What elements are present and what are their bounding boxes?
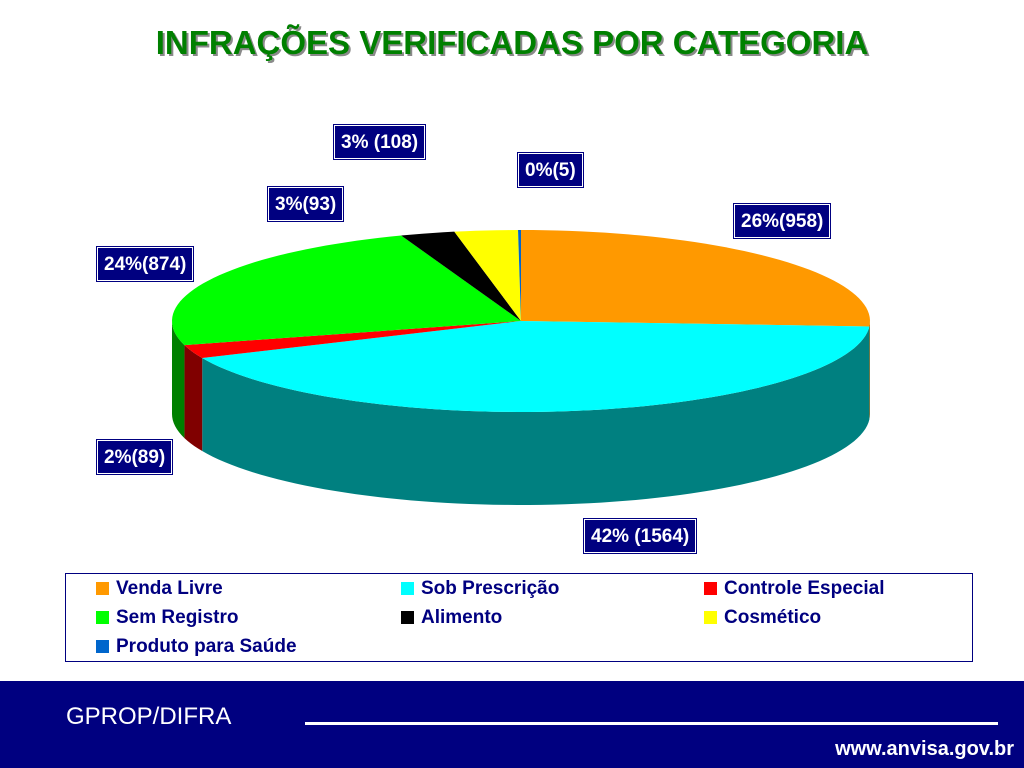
chart-legend: Venda Livre Sob Prescrição Controle Especi… [65, 573, 973, 662]
pie-slice-produto-para-saude [518, 230, 521, 321]
legend-item-controle-especial: Controle Especial [704, 575, 885, 603]
data-label-cosmetico: 3% (108) [332, 124, 427, 160]
data-label-venda-livre: 26%(958) [732, 203, 832, 239]
data-label-alimento: 3%(93) [266, 186, 345, 222]
legend-swatch [96, 582, 109, 595]
pie-slice-controle-especial [184, 321, 521, 359]
footer-divider [305, 722, 998, 725]
legend-swatch [704, 582, 717, 595]
data-label-sem-registro: 24%(874) [95, 246, 195, 282]
legend-label: Cosmético [724, 607, 822, 628]
pie-side-controle-especial [184, 345, 203, 452]
legend-label: Controle Especial [724, 578, 885, 599]
legend-item-sem-registro: Sem Registro [96, 604, 238, 632]
pie-slice-sob-prescricao [202, 321, 870, 412]
data-label-sob-prescricao: 42% (1564) [582, 518, 698, 554]
pie-slice-cosmetico [454, 230, 521, 321]
footer-bar: GPROP/DIFRA www.anvisa.gov.br [0, 681, 1024, 768]
legend-item-cosmetico: Cosmético [704, 604, 821, 632]
pie-side-sob-prescricao [202, 326, 870, 505]
legend-swatch [401, 611, 414, 624]
legend-label: Venda Livre [116, 578, 223, 599]
legend-item-produto-para-saude: Produto para Saúde [96, 633, 297, 661]
pie-side-walls [172, 321, 870, 505]
legend-label: Alimento [421, 607, 503, 628]
pie-side-venda-livre [869, 321, 870, 420]
footer-department: GPROP/DIFRA [66, 703, 232, 730]
legend-label: Sob Prescrição [421, 578, 560, 599]
pie-chart [172, 230, 870, 505]
data-label-produto-para-saude: 0%(5) [517, 152, 584, 188]
legend-label: Produto para Saúde [116, 636, 297, 657]
footer-website: www.anvisa.gov.br [835, 738, 1014, 760]
legend-swatch [704, 611, 717, 624]
legend-item-venda-livre: Venda Livre [96, 575, 223, 603]
pie-slice-alimento [401, 231, 521, 321]
legend-item-sob-prescricao: Sob Prescrição [401, 575, 559, 603]
legend-swatch [401, 582, 414, 595]
legend-swatch [96, 640, 109, 653]
legend-item-alimento: Alimento [401, 604, 502, 632]
pie-slice-venda-livre [521, 230, 870, 327]
legend-label: Sem Registro [116, 607, 239, 628]
page-title: INFRAÇÕES VERIFICADAS POR CATEGORIA [155, 24, 869, 61]
pie-slices [172, 230, 870, 412]
pie-slice-sem-registro [172, 235, 521, 346]
pie-side-sem-registro [172, 321, 185, 439]
legend-swatch [96, 611, 109, 624]
data-label-controle-especial: 2%(89) [95, 439, 174, 475]
